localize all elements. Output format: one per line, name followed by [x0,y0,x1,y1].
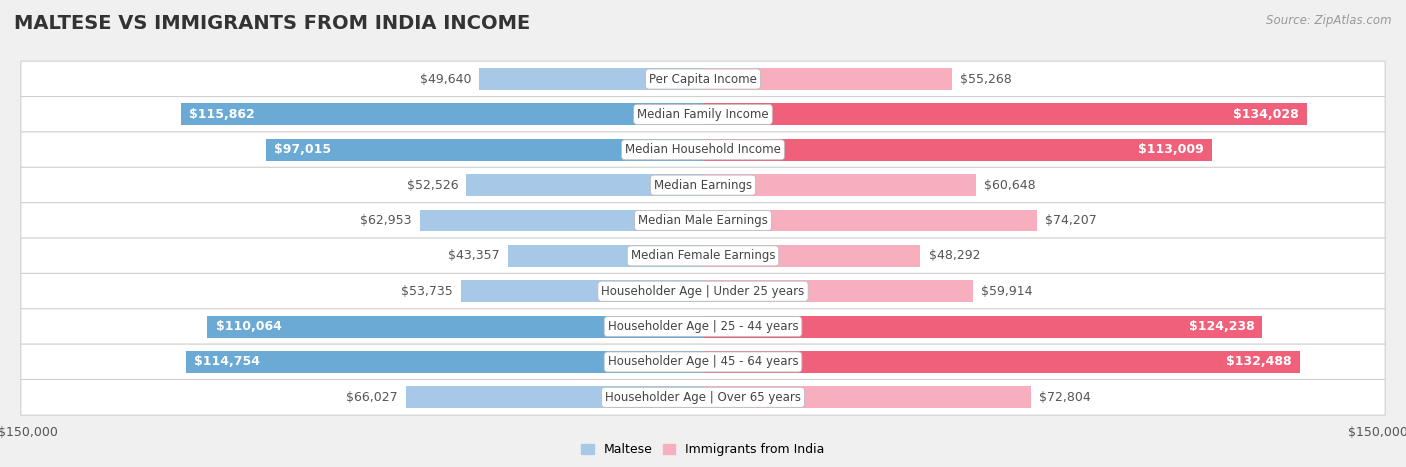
Text: $43,357: $43,357 [449,249,499,262]
Text: $53,735: $53,735 [401,285,453,298]
Bar [467,174,703,196]
Bar [703,103,1306,125]
Bar [208,316,703,338]
Bar [703,68,952,90]
Text: $124,238: $124,238 [1188,320,1254,333]
FancyBboxPatch shape [21,238,1385,274]
Bar [703,351,1299,373]
Text: MALTESE VS IMMIGRANTS FROM INDIA INCOME: MALTESE VS IMMIGRANTS FROM INDIA INCOME [14,14,530,33]
Text: $74,207: $74,207 [1045,214,1097,227]
FancyBboxPatch shape [21,203,1385,238]
Bar [703,280,973,302]
Text: $113,009: $113,009 [1137,143,1204,156]
Text: $132,488: $132,488 [1226,355,1292,368]
Text: Householder Age | Under 25 years: Householder Age | Under 25 years [602,285,804,298]
Bar [406,386,703,408]
Text: Median Family Income: Median Family Income [637,108,769,121]
Text: Per Capita Income: Per Capita Income [650,72,756,85]
Bar [703,245,921,267]
Bar [266,139,703,161]
Bar [703,316,1263,338]
Text: Householder Age | 45 - 64 years: Householder Age | 45 - 64 years [607,355,799,368]
Text: $49,640: $49,640 [420,72,471,85]
Text: Median Male Earnings: Median Male Earnings [638,214,768,227]
Bar [703,139,1212,161]
Text: $60,648: $60,648 [984,178,1036,191]
Text: $48,292: $48,292 [928,249,980,262]
Text: Median Household Income: Median Household Income [626,143,780,156]
FancyBboxPatch shape [21,273,1385,309]
Bar [186,351,703,373]
Text: $59,914: $59,914 [981,285,1032,298]
Text: $62,953: $62,953 [360,214,412,227]
Text: $134,028: $134,028 [1233,108,1298,121]
FancyBboxPatch shape [21,61,1385,97]
Bar [479,68,703,90]
Text: $110,064: $110,064 [215,320,281,333]
FancyBboxPatch shape [21,309,1385,345]
Bar [419,210,703,232]
Text: $97,015: $97,015 [274,143,332,156]
Bar [703,210,1038,232]
Bar [703,386,1031,408]
Bar [703,174,976,196]
Text: Median Earnings: Median Earnings [654,178,752,191]
Text: Source: ZipAtlas.com: Source: ZipAtlas.com [1267,14,1392,27]
Text: $66,027: $66,027 [346,391,398,404]
Bar [508,245,703,267]
Text: $72,804: $72,804 [1039,391,1091,404]
Text: Householder Age | 25 - 44 years: Householder Age | 25 - 44 years [607,320,799,333]
Text: $55,268: $55,268 [960,72,1012,85]
Text: $114,754: $114,754 [194,355,260,368]
FancyBboxPatch shape [21,132,1385,168]
Text: $52,526: $52,526 [406,178,458,191]
Bar [181,103,703,125]
Bar [461,280,703,302]
FancyBboxPatch shape [21,167,1385,203]
Legend: Maltese, Immigrants from India: Maltese, Immigrants from India [576,439,830,461]
FancyBboxPatch shape [21,97,1385,132]
FancyBboxPatch shape [21,344,1385,380]
Text: $115,862: $115,862 [190,108,254,121]
Text: Median Female Earnings: Median Female Earnings [631,249,775,262]
Text: Householder Age | Over 65 years: Householder Age | Over 65 years [605,391,801,404]
FancyBboxPatch shape [21,380,1385,415]
